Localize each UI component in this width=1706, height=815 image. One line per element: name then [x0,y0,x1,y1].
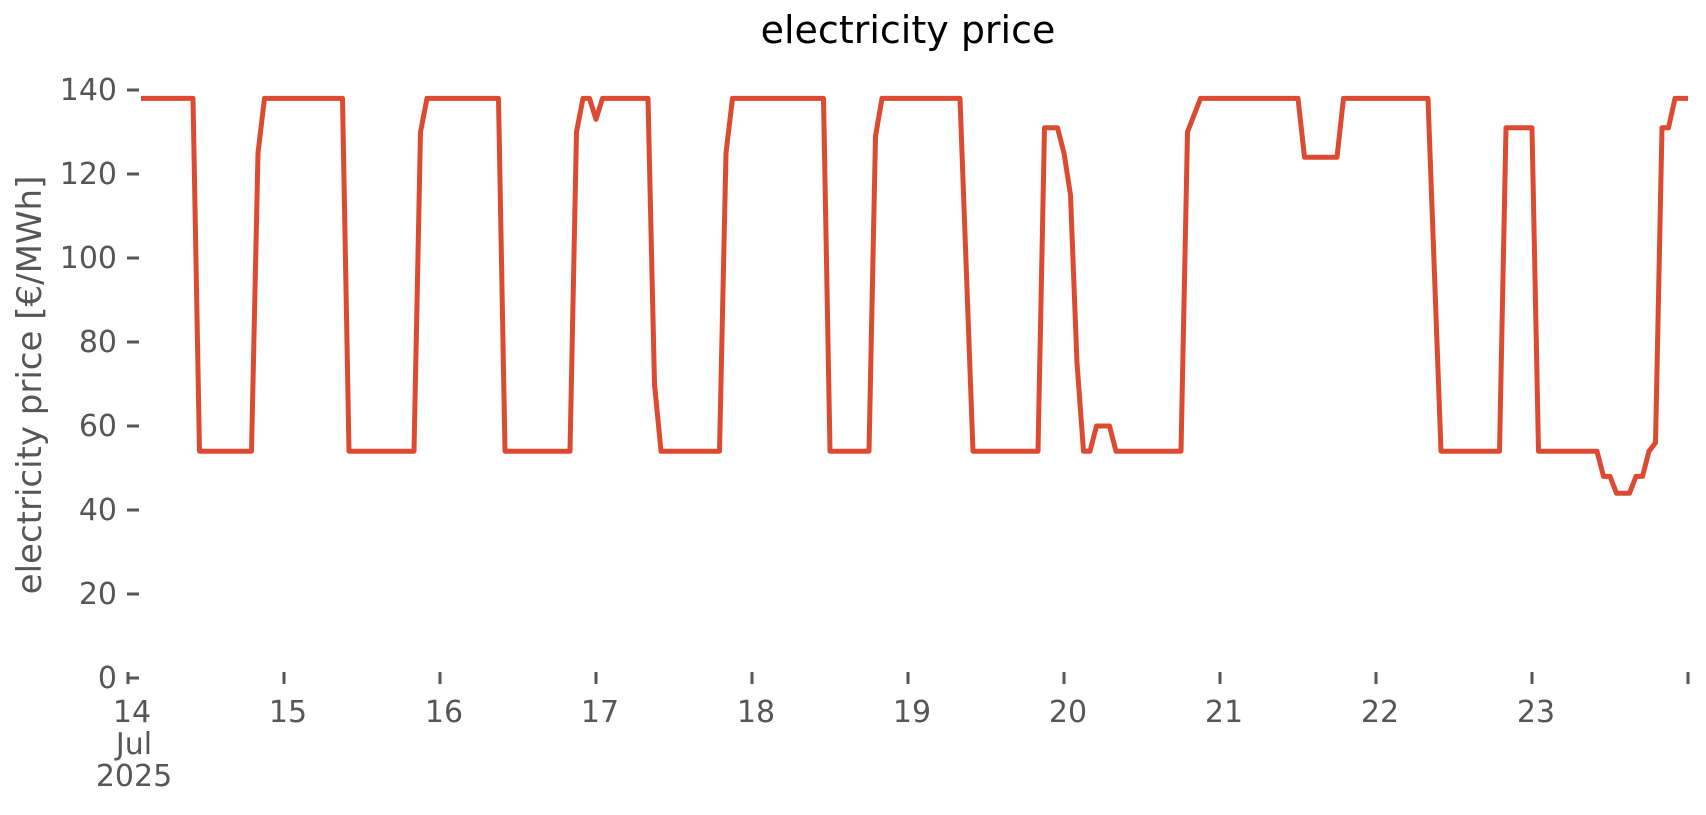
y-tick-label: 40 [79,493,117,528]
x-tick-label: 20 [1049,695,1087,730]
y-tick-label: 20 [79,577,117,612]
x-axis-month-label: Jul [114,727,152,762]
y-tick-label: 100 [60,241,117,276]
y-tick-label: 140 [60,73,117,108]
y-tick-label: 120 [60,157,117,192]
x-tick-label: 23 [1517,695,1555,730]
x-tick-label: 19 [893,695,931,730]
chart-title: electricity price [760,8,1056,52]
x-tick-label: 14 [113,695,151,730]
y-tick-label: 80 [79,325,117,360]
x-tick-label: 18 [737,695,775,730]
y-axis-ticks: 0 20 40 60 80 100 120 140 [60,73,139,696]
price-line-series [141,95,1688,496]
y-axis-label: electricity price [€/MWh] [10,175,50,595]
x-tick-label: 15 [269,695,307,730]
x-tick-label: 17 [581,695,619,730]
price-line [141,95,1688,496]
x-axis-year-label: 2025 [96,759,172,794]
y-tick-label: 0 [98,661,117,696]
x-tick-label: 21 [1205,695,1243,730]
x-tick-label: 16 [425,695,463,730]
x-tick-label: 22 [1361,695,1399,730]
y-tick-label: 60 [79,409,117,444]
